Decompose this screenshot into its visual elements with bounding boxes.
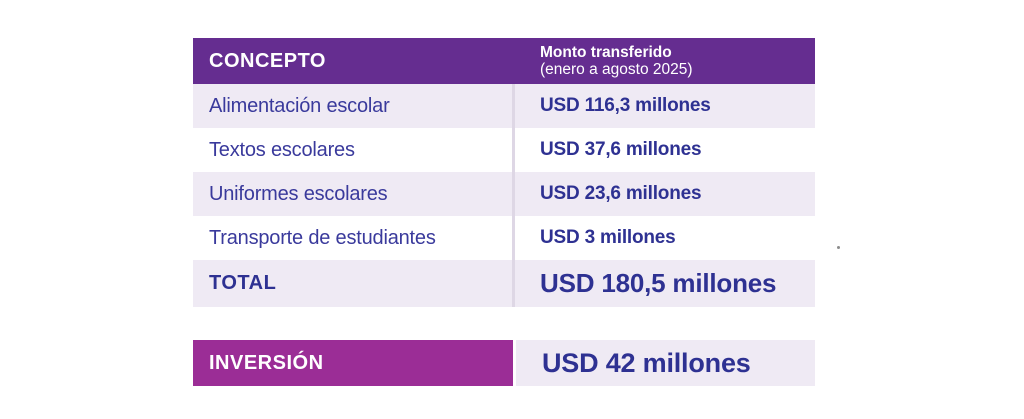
amount-cell: USD 37,6 millones — [540, 139, 702, 160]
concept-cell: Transporte de estudiantes — [209, 226, 436, 249]
total-row: TOTAL USD 180,5 millones — [193, 260, 815, 307]
header-monto-line2: (enero a agosto 2025) — [540, 61, 693, 78]
column-divider — [512, 84, 515, 307]
investment-label: INVERSIÓN — [193, 340, 513, 386]
investment-row: INVERSIÓN USD 42 millones — [193, 340, 815, 386]
header-monto: Monto transferido (enero a agosto 2025) — [512, 44, 693, 78]
concept-cell: Textos escolares — [209, 138, 355, 161]
header-monto-line1: Monto transferido — [540, 44, 672, 61]
amount-cell: USD 3 millones — [540, 227, 676, 248]
table-row-uniformes: Uniformes escolares USD 23,6 millones — [193, 172, 815, 216]
table-row-alimentacion: Alimentación escolar USD 116,3 millones — [193, 84, 815, 128]
amount-cell: USD 116,3 millones — [540, 95, 711, 116]
table-header-row: CONCEPTO Monto transferido (enero a agos… — [193, 38, 815, 84]
concept-cell: Alimentación escolar — [209, 94, 390, 117]
investment-gap — [513, 340, 516, 386]
table-row-transporte: Transporte de estudiantes USD 3 millones — [193, 216, 815, 260]
total-label: TOTAL — [209, 272, 277, 294]
stray-dot — [837, 246, 840, 249]
amount-cell: USD 23,6 millones — [540, 183, 702, 204]
table-row-textos: Textos escolares USD 37,6 millones — [193, 128, 815, 172]
investment-amount: USD 42 millones — [516, 340, 815, 386]
transfer-table: CONCEPTO Monto transferido (enero a agos… — [193, 38, 815, 307]
total-amount: USD 180,5 millones — [540, 268, 777, 298]
header-concepto: CONCEPTO — [209, 49, 326, 72]
concept-cell: Uniformes escolares — [209, 182, 388, 205]
